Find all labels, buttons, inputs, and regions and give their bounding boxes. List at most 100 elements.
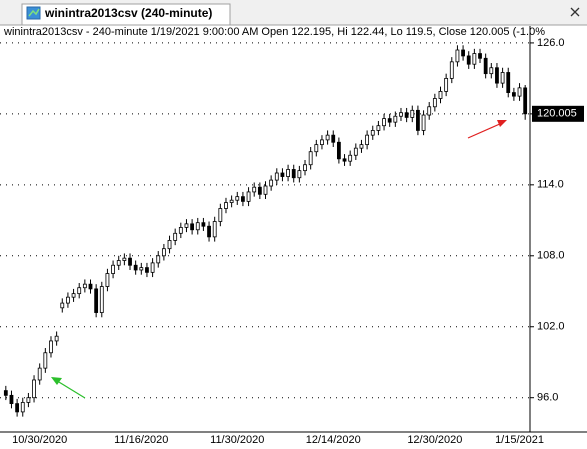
candle-body [342,158,347,162]
candle-body [495,67,499,84]
candle-body [421,114,426,131]
candle-body [32,379,36,399]
y-tick-label: 126.0 [537,37,565,49]
candle-body [150,262,155,273]
candle-body [286,169,290,177]
candle-body [308,151,313,166]
candle-body [3,390,8,396]
candle-body [122,257,127,261]
candle-body [173,232,178,241]
annotation-arrowhead [497,120,507,127]
candle-body [195,222,200,231]
x-tick-label: 11/30/2020 [210,434,264,446]
close-button[interactable] [570,7,580,17]
candle-body [43,352,48,369]
candle-body [404,112,409,118]
candle-body [66,296,70,304]
candle-body [94,288,99,313]
candle-body [280,172,285,177]
candle-body [455,49,460,63]
candle-body [444,77,449,92]
candle-body [325,134,330,141]
candle-body [370,130,375,136]
candle-body [201,222,206,227]
candle-body [376,125,381,131]
candle-body [500,72,505,84]
candle-body [71,293,76,298]
candle-body [178,227,183,234]
annotation-arrowhead [51,377,62,385]
candle-body [410,109,415,118]
candle-body [438,91,443,99]
candle-body [387,118,392,123]
candle-body [241,196,245,202]
annotation-arrow [467,122,503,139]
candle-body [483,57,488,75]
candle-body [320,139,324,146]
candle-body [15,403,20,413]
last-price-label: 120.005 [537,108,577,120]
candle-body [393,115,398,123]
candle-body [314,144,319,153]
x-tick-label: 12/14/2020 [306,434,361,446]
x-tick-label: 1/15/2021 [495,434,544,446]
candle-body [427,106,432,116]
candle-body [478,53,482,59]
candle-body [399,112,403,117]
tab-icon [26,6,41,20]
candle-body [133,264,138,271]
candle-body [145,267,149,273]
candle-body [269,179,274,187]
candle-body [60,302,65,309]
x-tick-label: 10/30/2020 [12,434,67,446]
candle-body [49,340,53,354]
y-tick-label: 102.0 [537,321,565,333]
chart-header: winintra2013csv - 240-minute 1/19/2021 9… [3,26,545,38]
y-tick-label: 108.0 [537,250,565,262]
candle-body [246,191,251,202]
candle-body [257,186,262,195]
candle-body [466,55,471,65]
candle-body [416,109,420,131]
tab[interactable] [21,3,231,25]
candle-body [331,134,336,143]
candle-body [432,98,437,108]
candle-body [105,273,110,287]
candle-body [218,208,223,222]
candle-body [517,87,522,97]
candle-body [348,154,353,162]
candle-body [274,172,279,181]
y-tick-label: 114.0 [537,179,564,191]
candle-body [128,257,132,266]
candle-body [77,287,82,295]
candle-body [207,225,211,238]
x-tick-label: 11/16/2020 [114,434,168,446]
candle-body [111,264,115,274]
candle-body [353,147,358,156]
candle-body [303,164,307,172]
candle-body [472,53,477,65]
candle-body [291,169,296,179]
candle-body [489,67,494,75]
candle-body [252,186,257,193]
annotation-arrow [53,378,86,399]
candle-body [9,394,14,405]
candle-body [511,92,516,97]
plot [0,42,530,417]
candle-body [229,199,234,203]
candle-body [212,221,217,238]
candle-body [263,185,268,195]
candle-body [449,61,454,79]
candle-body [297,170,302,179]
candle-body [167,240,172,250]
candle-body [224,202,228,209]
candle-body [184,223,189,228]
y-tick-label: 96.0 [537,392,558,404]
candle-body [359,144,364,149]
candle-body [82,283,87,289]
tab-icon-line [28,8,40,17]
candle-body [365,134,370,146]
candle-body [37,367,42,381]
candle-body [88,283,93,290]
